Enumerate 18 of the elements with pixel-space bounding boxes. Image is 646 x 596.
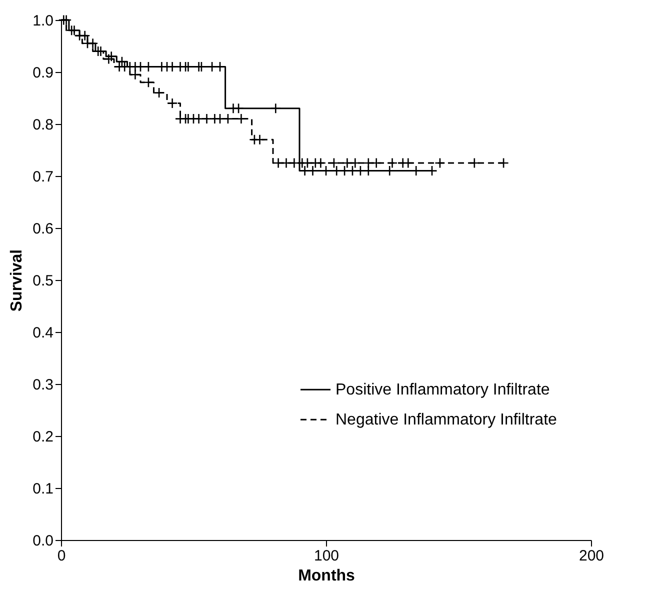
legend-label: Positive Inflammatory Infiltrate: [336, 382, 550, 399]
x-axis-title: Months: [298, 568, 356, 584]
y-tick-label: 0.4: [32, 324, 54, 342]
y-tick-label: 0.9: [32, 64, 54, 82]
y-axis-title: Survival: [8, 249, 26, 312]
y-tick-label: 0.8: [32, 116, 54, 134]
y-tick-label: 0.1: [32, 480, 54, 498]
y-tick-label: 0.6: [32, 220, 54, 238]
y-tick-label: 0.5: [32, 272, 54, 290]
y-tick-label: 0.0: [32, 532, 54, 550]
x-tick-label: 200: [578, 548, 604, 564]
y-tick-label: 1.0: [32, 12, 54, 30]
y-tick-label: 0.2: [32, 428, 54, 446]
x-tick-label: 0: [57, 548, 66, 564]
y-tick-label: 0.7: [32, 168, 54, 186]
x-tick-label: 100: [314, 548, 340, 564]
legend-label: Negative Inflammatory Infiltrate: [336, 412, 558, 429]
y-tick-label: 0.3: [32, 376, 54, 394]
